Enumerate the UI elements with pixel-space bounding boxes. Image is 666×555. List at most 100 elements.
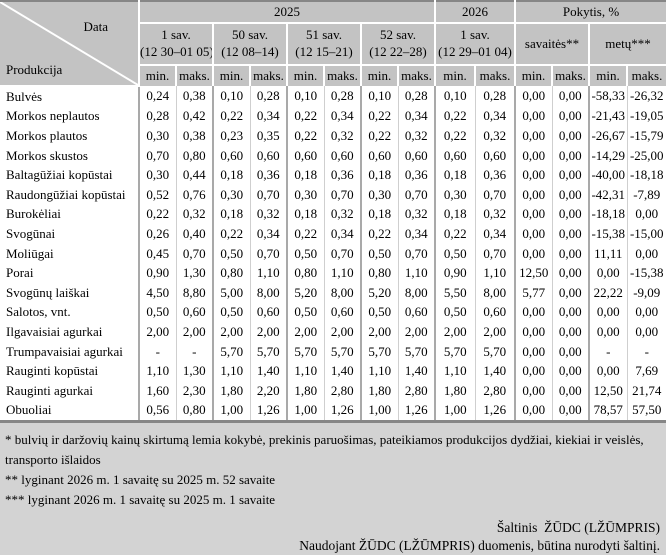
cell: 5,20 [360, 282, 398, 303]
cell: 0,00 [551, 224, 589, 244]
table-row: Rauginti kopūstai 1,10 1,30 1,10 1,40 1,10 1,4… [0, 361, 666, 381]
table-row: Morkos skustos 0,70 0,80 0,60 0,60 0,60 0,60 0,… [0, 145, 666, 166]
cell: 0,80 [175, 145, 213, 166]
row-label: Morkos neplautos [0, 106, 139, 127]
week-label: savaitės** [524, 35, 580, 51]
table-row: Svogūnų laiškai 4,50 8,80 5,00 8,00 5,20 8,00 5… [0, 282, 666, 303]
cell: 1,80 [360, 380, 398, 401]
cell: 2,80 [397, 380, 435, 401]
cell: 0,32 [323, 126, 361, 146]
cell: 0,45 [138, 243, 176, 264]
cell: 0,32 [397, 204, 435, 225]
cell: 0,70 [323, 184, 361, 205]
row-label: Morkos skustos [0, 145, 139, 166]
cell: 0,70 [397, 184, 435, 205]
table-row: Svogūnai 0,26 0,40 0,22 0,34 0,22 0,34 0,22 0,34… [0, 224, 666, 244]
cell: 0,60 [397, 145, 435, 166]
week-header: 1 sav. (12 30–01 05) [138, 23, 213, 66]
cell: -9,09 [626, 282, 666, 303]
cell: 0,30 [138, 126, 176, 146]
maks-header: maks. [625, 65, 666, 86]
cell: 0,28 [474, 86, 515, 107]
cell: 0,00 [551, 106, 589, 127]
cell: 0,34 [397, 106, 435, 127]
cell: 1,26 [397, 400, 435, 422]
week-header: 1 sav. (12 29–01 04) [434, 23, 515, 66]
cell: -14,29 [588, 145, 627, 166]
table-row: Porai 0,90 1,30 0,80 1,10 0,80 1,10 0,80 1,10 0,9… [0, 263, 666, 283]
cell: 0,00 [551, 263, 589, 283]
cell: 2,30 [175, 380, 213, 401]
cell: 5,70 [434, 341, 475, 362]
cell: 0,36 [323, 165, 361, 185]
row-label: Morkos plautos [0, 126, 139, 146]
cell: 0,42 [175, 106, 213, 127]
cell: 2,00 [249, 322, 287, 342]
table-row: Trumpavaisiai agurkai - -5,70 5,70 5,70 5,70 5… [0, 341, 666, 362]
corner-produkcija-label: Produkcija [6, 62, 63, 77]
cell: 0,22 [286, 224, 324, 244]
cell: 0,76 [175, 184, 213, 205]
cell: 0,50 [434, 243, 475, 264]
cell: 0,18 [286, 204, 324, 225]
cell: 0,60 [175, 302, 213, 323]
cell: 0,00 [514, 106, 552, 127]
cell: 2,80 [323, 380, 361, 401]
cell: 0,30 [360, 184, 398, 205]
cell: 0,00 [514, 165, 552, 185]
table-row: Moliūgai 0,45 0,70 0,50 0,70 0,50 0,70 0,50 0,70… [0, 243, 666, 264]
table-row: Morkos neplautos 0,28 0,42 0,22 0,34 0,22 0,34… [0, 106, 666, 127]
cell: 0,00 [551, 165, 589, 185]
cell: 5,70 [474, 341, 515, 362]
cell: 0,18 [212, 204, 250, 225]
cell: -18,18 [626, 165, 666, 185]
table-row: Burokėliai 0,22 0,32 0,18 0,32 0,18 0,32 0,18 0,… [0, 204, 666, 225]
corner-data-label: Data [83, 19, 108, 34]
cell: 0,34 [397, 224, 435, 244]
cell: 0,00 [588, 263, 627, 283]
cell: 7,69 [626, 361, 666, 381]
cell: 21,74 [626, 380, 666, 401]
cell: 5,00 [212, 282, 250, 303]
diagonal-divider [0, 2, 138, 84]
cell: 0,60 [249, 302, 287, 323]
cell: 0,60 [249, 145, 287, 166]
cell: 8,00 [397, 282, 435, 303]
cell: -58,33 [588, 86, 627, 107]
cell: 0,00 [514, 243, 552, 264]
cell: 0,00 [588, 361, 627, 381]
cell: 0,34 [474, 106, 515, 127]
cell: 0,80 [175, 400, 213, 422]
cell: 0,23 [212, 126, 250, 146]
cell: 0,00 [588, 322, 627, 342]
cell: 0,22 [360, 224, 398, 244]
cell: 0,00 [551, 184, 589, 205]
week-label: 51 sav. [306, 27, 342, 43]
price-table: Data Produkcija 2025 2026 Pokytis, % 1 sav… [0, 0, 666, 424]
cell: 0,90 [434, 263, 475, 283]
row-label: Burokėliai [0, 204, 139, 225]
cell: 0,70 [474, 184, 515, 205]
cell: 0,00 [551, 341, 589, 362]
cell: 0,22 [360, 126, 398, 146]
week-label: 1 sav. [460, 27, 490, 43]
cell: 0,28 [138, 106, 176, 127]
row-label: Rauginti kopūstai [0, 361, 139, 381]
cell: 0,34 [323, 224, 361, 244]
cell: 0,70 [474, 243, 515, 264]
cell: 0,34 [474, 224, 515, 244]
cell: -42,31 [588, 184, 627, 205]
cell: 0,22 [286, 126, 324, 146]
cell: 0,60 [474, 302, 515, 323]
cell: 0,32 [397, 126, 435, 146]
cell: -15,79 [626, 126, 666, 146]
cell: 0,18 [360, 204, 398, 225]
min-header: min. [286, 65, 324, 86]
cell: 5,70 [323, 341, 361, 362]
cell: 0,00 [626, 243, 666, 264]
week-range: (12 30–01 05) [140, 44, 213, 59]
cell: 2,00 [474, 322, 515, 342]
cell: 0,60 [323, 302, 361, 323]
cell: 0,00 [551, 400, 589, 422]
cell: 0,50 [286, 302, 324, 323]
